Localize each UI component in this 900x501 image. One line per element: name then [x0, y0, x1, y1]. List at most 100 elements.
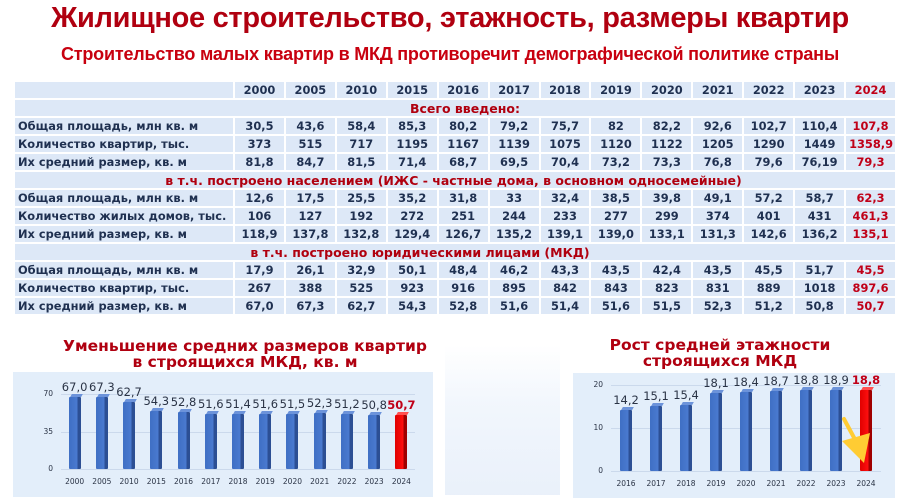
table-cell: 43,5 — [693, 262, 743, 278]
bar-2016 — [620, 409, 632, 471]
bar-2017 — [204, 413, 217, 469]
table-cell: 79,6 — [744, 154, 794, 170]
table-cell: 299 — [642, 208, 692, 224]
year-header: 2020 — [642, 82, 692, 98]
table-cell: 831 — [693, 280, 743, 296]
table-cell: 132,8 — [336, 226, 386, 242]
table-row: Количество жилых домов, тыс. 106 127 192 272… — [15, 208, 895, 224]
table-cell: 842 — [540, 280, 590, 296]
table-cell: 62,7 — [336, 298, 386, 314]
year-header: 2016 — [438, 82, 488, 98]
table-cell: 1018 — [795, 280, 845, 296]
y-tick-label: 70 — [43, 389, 53, 398]
table-cell: 135,1 — [846, 226, 895, 242]
table-cell: 139,1 — [540, 226, 590, 242]
row-label: Общая площадь, млн кв. м — [15, 118, 233, 134]
x-tick-label: 2010 — [119, 477, 139, 486]
table-row: Их средний размер, кв. м 118,9 137,8 132,8 1… — [15, 226, 895, 242]
table-cell: 68,7 — [438, 154, 488, 170]
x-tick-label: 2018 — [676, 479, 696, 488]
x-tick-label: 2019 — [255, 477, 275, 486]
table-cell: 129,4 — [387, 226, 437, 242]
chart2-title-line1: Рост средней этажности — [609, 336, 831, 354]
table-cell: 39,8 — [642, 190, 692, 206]
table-cell: 106 — [235, 208, 284, 224]
table-row: Их средний размер, кв. м 67,0 67,3 62,7 54,3… — [15, 298, 895, 314]
table-cell: 51,4 — [540, 298, 590, 314]
year-header: 2005 — [285, 82, 335, 98]
gridline — [611, 471, 881, 472]
table-cell: 79,2 — [489, 118, 539, 134]
x-tick-label: 2024 — [391, 477, 411, 486]
table-cell: 43,6 — [285, 118, 335, 134]
apartment-size-chart: 0 35 70 67,0 2000 67,3 2005 62,7 2010 54,3 2015 52,… — [13, 372, 433, 497]
table-cell: 52,8 — [438, 298, 488, 314]
section-header-row: в т.ч. построено юридическими лицами (МК… — [15, 244, 895, 260]
table-cell: 82 — [591, 118, 641, 134]
chart2-title-line2: строящихся МКД — [642, 352, 798, 370]
table-cell: 136,2 — [795, 226, 845, 242]
table-cell: 30,5 — [235, 118, 284, 134]
table-row: Общая площадь, млн кв. м 17,9 26,1 32,9 50,1… — [15, 262, 895, 278]
table-cell: 54,3 — [387, 298, 437, 314]
table-row: Общая площадь, млн кв. м 12,6 17,5 25,5 35,2… — [15, 190, 895, 206]
table-cell: 431 — [795, 208, 845, 224]
table-cell: 50,7 — [846, 298, 895, 314]
x-tick-label: 2015 — [146, 477, 166, 486]
bar-2018 — [680, 404, 692, 471]
table-cell: 244 — [489, 208, 539, 224]
bar-2019 — [710, 393, 722, 471]
table-cell: 110,4 — [795, 118, 845, 134]
year-header: 2024 — [846, 82, 895, 98]
y-tick-label: 20 — [593, 380, 603, 389]
table-cell: 17,5 — [285, 190, 335, 206]
table-cell: 461,3 — [846, 208, 895, 224]
table-cell: 51,6 — [489, 298, 539, 314]
bar-2020 — [740, 391, 752, 471]
table-cell: 1358,9 — [846, 136, 895, 152]
data-label: 54,3 — [143, 393, 170, 408]
table-cell: 373 — [235, 136, 284, 152]
y-tick-label: 0 — [48, 464, 53, 473]
table-cell: 76,8 — [693, 154, 743, 170]
x-tick-label: 2024 — [856, 479, 876, 488]
table-cell: 139,0 — [591, 226, 641, 242]
row-label: Общая площадь, млн кв. м — [15, 262, 233, 278]
data-label: 18,4 — [733, 374, 759, 389]
table-cell: 42,4 — [642, 262, 692, 278]
bar-2021 — [313, 412, 326, 469]
table-cell: 118,9 — [235, 226, 284, 242]
table-cell: 31,8 — [438, 190, 488, 206]
table-cell: 251 — [438, 208, 488, 224]
table-cell: 135,2 — [489, 226, 539, 242]
data-label: 18,7 — [763, 373, 789, 388]
x-tick-label: 2020 — [736, 479, 756, 488]
bar-2016 — [177, 412, 190, 469]
bar-2023 — [830, 389, 842, 471]
row-label: Количество квартир, тыс. — [15, 136, 233, 152]
table-cell: 43,5 — [591, 262, 641, 278]
table-cell: 35,2 — [387, 190, 437, 206]
table-cell: 58,4 — [336, 118, 386, 134]
chart1-title-line1: Уменьшение средних размеров квартир — [63, 337, 427, 355]
table-row: Их средний размер, кв. м 81,8 84,7 81,5 71,4… — [15, 154, 895, 170]
table-cell: 895 — [489, 280, 539, 296]
bar-2015 — [150, 410, 163, 469]
table-cell: 67,0 — [235, 298, 284, 314]
table-cell: 82,2 — [642, 118, 692, 134]
table-cell: 49,1 — [693, 190, 743, 206]
table-cell: 33 — [489, 190, 539, 206]
table-cell: 1167 — [438, 136, 488, 152]
data-label: 51,2 — [334, 397, 360, 412]
table-cell: 277 — [591, 208, 641, 224]
table-row: Количество квартир, тыс. 267 388 525 923 916 8… — [15, 280, 895, 296]
table-cell: 80,2 — [438, 118, 488, 134]
bar-2017 — [650, 406, 662, 471]
x-tick-label: 2018 — [228, 477, 248, 486]
table-cell: 142,6 — [744, 226, 794, 242]
x-tick-label: 2022 — [796, 479, 816, 488]
x-tick-label: 2023 — [826, 479, 846, 488]
table-cell: 51,7 — [795, 262, 845, 278]
table-cell: 58,7 — [795, 190, 845, 206]
year-header: 2015 — [387, 82, 437, 98]
